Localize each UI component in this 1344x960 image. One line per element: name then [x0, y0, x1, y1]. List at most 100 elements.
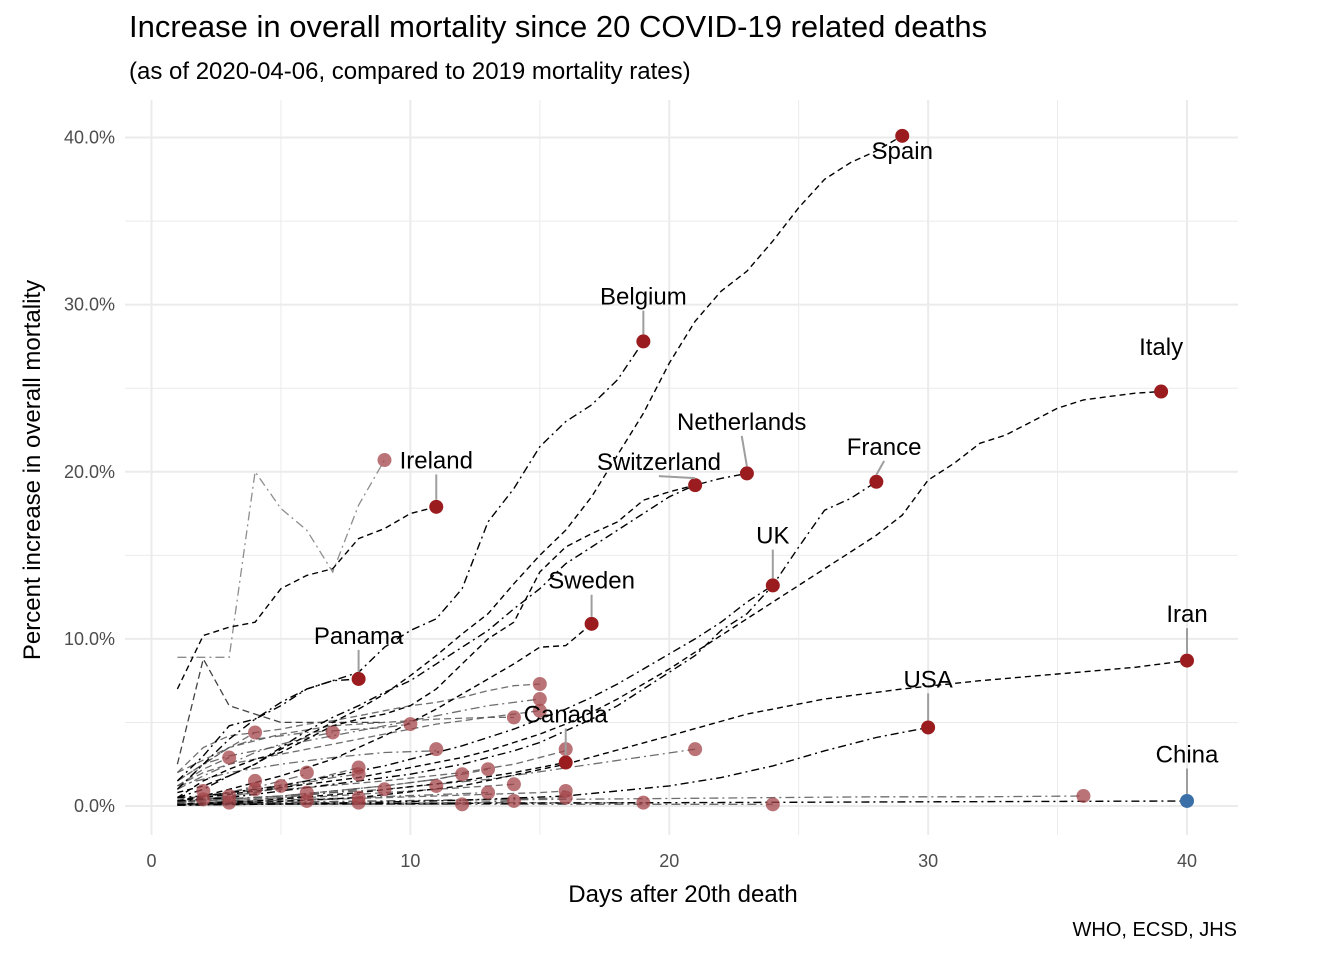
y-tick-label: 0.0% [74, 796, 115, 816]
data-point [273, 778, 288, 793]
data-point-usa [921, 720, 936, 735]
y-axis-title: Percent increase in overall mortality [19, 280, 46, 660]
series-line-uk [177, 584, 774, 799]
country-label-france: France [847, 434, 922, 461]
data-point-belgium [636, 334, 651, 349]
x-tick-label: 40 [1177, 851, 1197, 871]
data-point [636, 795, 651, 810]
label-connector [740, 435, 748, 467]
data-point-italy [1154, 384, 1169, 399]
data-point [222, 750, 237, 765]
axes: 0 10 20 30 40 0.0% 10.0% 20.0% 30.0% 40.0% [64, 128, 1197, 872]
data-point [377, 453, 392, 468]
country-label-usa: USA [903, 666, 952, 693]
data-point [455, 797, 470, 812]
data-point [248, 725, 263, 740]
country-label-china: China [1156, 742, 1219, 769]
data-point-france [869, 474, 884, 489]
series-line-other [177, 731, 256, 782]
data-point [481, 785, 496, 800]
country-label-sweden: Sweden [548, 568, 635, 595]
x-tick-label: 20 [659, 851, 679, 871]
data-point-iran [1180, 653, 1194, 668]
country-label-uk: UK [756, 523, 789, 550]
data-point-panama [351, 671, 366, 686]
series-line-switzerland [177, 484, 696, 799]
data-point [377, 782, 392, 797]
data-point [532, 703, 547, 718]
country-label-netherlands: Netherlands [677, 409, 806, 436]
label-connector [875, 460, 885, 476]
series-line-panama [176, 678, 359, 782]
label-connector [658, 475, 696, 480]
series-line-spain [177, 135, 903, 794]
series-line-canada [177, 761, 566, 805]
series-line-usa [177, 726, 929, 806]
series-line-other [177, 698, 540, 782]
series-line-italy [177, 390, 1162, 802]
series-line-china [177, 800, 1188, 805]
data-point [765, 797, 780, 812]
data-point [351, 795, 366, 810]
series-line-other [177, 773, 359, 804]
country-label-italy: Italy [1139, 334, 1183, 361]
series-line-netherlands [177, 472, 748, 799]
x-tick-label: 0 [146, 851, 156, 871]
data-point [532, 692, 547, 707]
chart-subtitle: (as of 2020-04-06, compared to 2019 mort… [129, 58, 691, 85]
series-line-other [177, 710, 540, 787]
data-point-uk [765, 578, 780, 593]
data-point [196, 792, 211, 807]
data-point [558, 790, 573, 805]
data-point-ireland [429, 499, 444, 514]
series-line-other [177, 716, 514, 774]
country-label-switzerland: Switzerland [597, 449, 721, 476]
series-line-france [177, 481, 877, 802]
chart-title: Increase in overall mortality since 20 C… [129, 9, 988, 44]
country-label-iran: Iran [1166, 601, 1207, 628]
data-point [688, 742, 703, 757]
data-point [532, 676, 547, 691]
series-line-other [177, 731, 333, 790]
data-point-switzerland [688, 478, 703, 493]
series-line-other [177, 795, 1084, 805]
data-point-china [1180, 793, 1194, 808]
data-point-spain [895, 128, 910, 143]
y-tick-label: 30.0% [64, 295, 115, 315]
data-point [299, 765, 314, 780]
country-label-spain: Spain [872, 138, 933, 165]
data-point [222, 795, 237, 810]
data-point [506, 793, 521, 808]
series-line-other [177, 750, 437, 787]
data-point [403, 717, 418, 732]
data-point [325, 725, 340, 740]
source-caption: WHO, ECSD, JHS [1072, 919, 1237, 941]
data-point [506, 710, 521, 725]
country-label-ireland: Ireland [400, 447, 473, 474]
country-label-belgium: Belgium [600, 284, 687, 311]
series-line-other [177, 791, 489, 806]
series-line-other [176, 723, 411, 790]
data-point [248, 782, 263, 797]
x-axis-title: Days after 20th death [568, 881, 797, 908]
series-line-other [177, 796, 566, 805]
x-tick-label: 30 [918, 851, 938, 871]
series-line-sweden [177, 623, 593, 802]
series-line-other [176, 657, 385, 765]
series-line-other [177, 756, 230, 787]
data-point [429, 742, 444, 757]
data-point [455, 767, 470, 782]
data-point [506, 777, 521, 792]
series-line-belgium [176, 341, 644, 790]
country-labels: Spain Belgium Italy Netherlands Switzerland F… [314, 138, 1219, 794]
y-tick-label: 20.0% [64, 462, 115, 482]
series-points [196, 128, 1194, 812]
data-point-netherlands [739, 466, 754, 481]
data-point [299, 793, 314, 808]
data-point-sweden [584, 616, 599, 631]
series-line-ireland [176, 506, 437, 690]
x-tick-label: 10 [400, 851, 420, 871]
data-point [429, 778, 444, 793]
y-tick-label: 10.0% [64, 629, 115, 649]
